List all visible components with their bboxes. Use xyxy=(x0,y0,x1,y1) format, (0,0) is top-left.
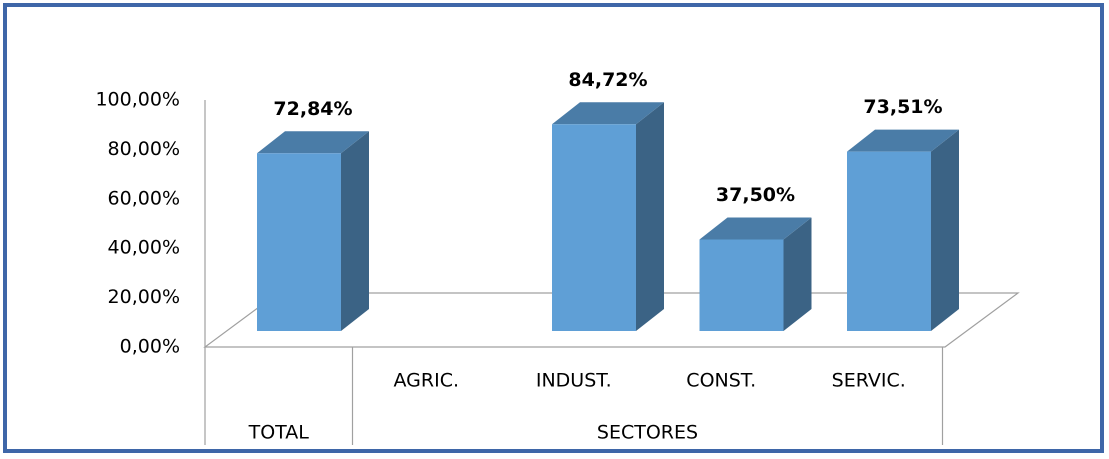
floor xyxy=(203,292,1020,348)
y-tick-label: 20,00% xyxy=(108,286,180,308)
bar xyxy=(699,239,784,331)
value-label: 72,84% xyxy=(273,98,352,120)
bar-top xyxy=(847,129,959,152)
bar-side xyxy=(931,129,959,331)
x-tick-label: CONST. xyxy=(686,370,756,392)
bar-top xyxy=(552,102,664,125)
bar-top xyxy=(699,217,812,240)
x-tick-label: INDUST. xyxy=(536,370,612,392)
bar-side xyxy=(783,217,812,331)
group-label: SECTORES xyxy=(597,422,698,444)
value-label: 73,51% xyxy=(863,96,942,118)
y-tick-label: 0,00% xyxy=(120,336,180,358)
x-tick-label: SERVIC. xyxy=(832,370,906,392)
bar xyxy=(847,151,931,331)
y-tick-label: 60,00% xyxy=(108,187,180,209)
y-tick-label: 100,00% xyxy=(95,89,180,111)
y-tick-label: 80,00% xyxy=(108,138,180,160)
bar xyxy=(552,124,636,331)
value-label: 37,50% xyxy=(716,184,795,206)
x-tick-label: AGRIC. xyxy=(394,370,460,392)
bar-side xyxy=(636,102,664,331)
group-label: TOTAL xyxy=(248,422,310,444)
bar-side xyxy=(341,131,369,331)
bar-top xyxy=(257,131,369,154)
value-label: 84,72% xyxy=(568,69,647,91)
bar xyxy=(257,153,341,331)
y-tick-label: 40,00% xyxy=(108,237,180,259)
